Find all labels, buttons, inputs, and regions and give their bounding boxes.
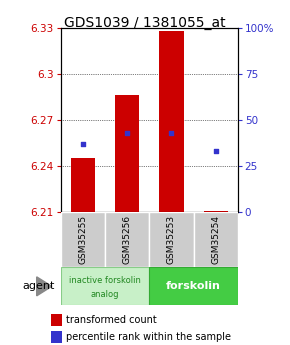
Text: inactive forskolin: inactive forskolin	[69, 276, 141, 285]
Text: GSM35255: GSM35255	[79, 215, 88, 264]
Bar	[204, 211, 228, 212]
Bar	[149, 212, 193, 267]
Bar	[61, 267, 149, 305]
Text: analog: analog	[91, 290, 119, 299]
Text: GSM35256: GSM35256	[123, 215, 132, 264]
Bar	[51, 331, 62, 343]
Bar	[115, 95, 139, 212]
Text: GDS1039 / 1381055_at: GDS1039 / 1381055_at	[64, 16, 226, 30]
Point	[169, 130, 174, 136]
Point	[81, 141, 85, 147]
Text: forskolin: forskolin	[166, 282, 221, 291]
Text: GSM35253: GSM35253	[167, 215, 176, 264]
Bar	[71, 158, 95, 212]
Text: percentile rank within the sample: percentile rank within the sample	[66, 332, 231, 342]
Text: agent: agent	[23, 282, 55, 291]
Polygon shape	[37, 277, 52, 296]
Text: transformed count: transformed count	[66, 315, 157, 325]
Bar	[61, 212, 105, 267]
Text: GSM35254: GSM35254	[211, 215, 220, 264]
Bar	[51, 314, 62, 326]
Point	[213, 148, 218, 154]
Bar	[149, 267, 238, 305]
Bar	[159, 31, 184, 212]
Bar	[105, 212, 149, 267]
Point	[125, 130, 130, 136]
Bar	[194, 212, 238, 267]
